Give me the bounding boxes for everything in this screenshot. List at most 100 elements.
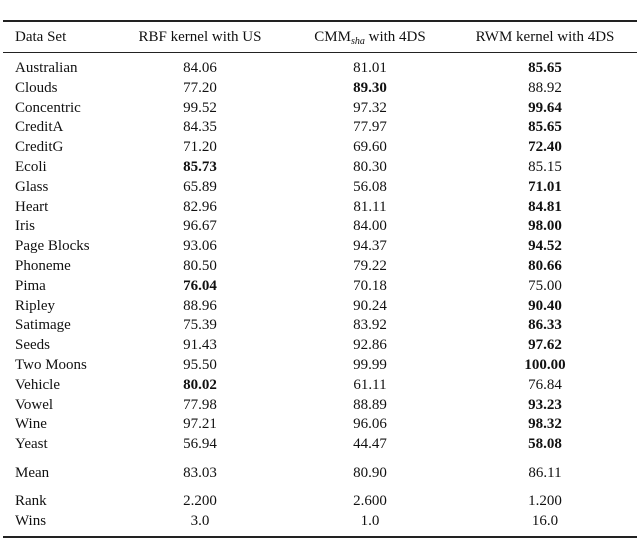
- value-cell: 84.06: [183, 60, 217, 76]
- value-cell: 77.97: [353, 119, 387, 136]
- summary-value: 80.90: [353, 465, 387, 481]
- value-cell: 97.21: [183, 416, 217, 433]
- summary-value: 1.0: [360, 513, 380, 529]
- row-label: Page Blocks: [15, 238, 90, 255]
- header-cell: Data Set: [15, 29, 67, 45]
- value-cell: 89.30: [353, 79, 387, 96]
- value-cell: 88.89: [353, 396, 387, 413]
- value-cell: 80.02: [183, 376, 217, 393]
- value-cell: 79.22: [353, 258, 387, 274]
- value-cell: 76.04: [183, 277, 217, 294]
- row-label: Pima: [15, 277, 46, 294]
- value-cell: 44.47: [353, 436, 387, 453]
- value-cell: 91.43: [183, 337, 217, 354]
- row-label: Ripley: [15, 297, 55, 314]
- row-label: Vehicle: [15, 376, 60, 393]
- value-cell: 95.50: [183, 357, 217, 373]
- value-cell: 80.66: [528, 258, 562, 274]
- value-cell: 88.92: [528, 79, 562, 96]
- value-cell: 75.00: [528, 277, 562, 294]
- value-cell: 71.20: [183, 139, 217, 156]
- value-cell: 84.35: [183, 119, 217, 136]
- value-cell: 85.65: [528, 60, 562, 76]
- header-text: CMM: [314, 29, 351, 45]
- top-rule: [3, 20, 637, 22]
- summary-value: 16.0: [531, 513, 559, 529]
- summary-value: 1.200: [528, 493, 562, 509]
- summary-value: 83.03: [183, 465, 217, 481]
- summary-value: 2.600: [353, 493, 387, 509]
- summary-label: Wins: [15, 513, 47, 529]
- summary-value: 3.0: [190, 513, 210, 529]
- value-cell: 75.39: [183, 317, 217, 334]
- row-label: Vowel: [15, 396, 54, 413]
- value-cell: 100.00: [524, 357, 566, 373]
- row-label: Wine: [15, 416, 47, 433]
- value-cell: 77.20: [183, 79, 217, 96]
- header-cell: RBF kernel with US: [138, 29, 262, 45]
- header-cell: RWM kernel with 4DS: [475, 29, 615, 45]
- value-cell: 70.18: [353, 277, 387, 294]
- value-cell: 82.96: [183, 198, 217, 215]
- value-cell: 56.08: [353, 178, 387, 195]
- value-cell: 72.40: [528, 139, 562, 156]
- row-label: Heart: [15, 198, 49, 215]
- row-label: Concentric: [15, 99, 81, 116]
- value-cell: 90.40: [528, 297, 562, 314]
- value-cell: 85.15: [528, 159, 562, 175]
- row-label: CreditG: [15, 139, 64, 156]
- value-cell: 80.50: [183, 258, 217, 274]
- value-cell: 93.23: [528, 396, 562, 413]
- row-label: Two Moons: [15, 357, 87, 373]
- value-cell: 93.06: [183, 238, 217, 255]
- value-cell: 85.73: [183, 159, 217, 175]
- row-label: Yeast: [15, 436, 48, 453]
- header-rule: [3, 52, 637, 53]
- row-label: Australian: [15, 60, 78, 76]
- summary-label: Mean: [15, 465, 50, 481]
- value-cell: 76.84: [528, 376, 562, 393]
- header-subscript: sha: [350, 36, 365, 47]
- summary-value: 86.11: [528, 465, 562, 481]
- value-cell: 71.01: [528, 178, 562, 195]
- value-cell: 80.30: [353, 159, 387, 175]
- value-cell: 94.52: [528, 238, 562, 255]
- value-cell: 56.94: [183, 436, 217, 453]
- value-cell: 69.60: [353, 139, 387, 156]
- value-cell: 61.11: [353, 376, 387, 393]
- value-cell: 85.65: [528, 119, 562, 136]
- value-cell: 96.06: [353, 416, 387, 433]
- summary-value: 2.200: [183, 493, 217, 509]
- summary-label: Rank: [15, 493, 47, 509]
- value-cell: 88.96: [183, 297, 217, 314]
- value-cell: 96.67: [183, 218, 217, 235]
- value-cell: 84.81: [528, 198, 562, 215]
- value-cell: 86.33: [528, 317, 562, 334]
- value-cell: 97.32: [353, 99, 387, 116]
- value-cell: 81.01: [353, 60, 387, 76]
- row-label: CreditA: [15, 119, 64, 136]
- value-cell: 98.00: [528, 218, 562, 235]
- value-cell: 92.86: [353, 337, 387, 354]
- value-cell: 90.24: [353, 297, 387, 314]
- row-label: Glass: [15, 178, 49, 195]
- value-cell: 99.99: [353, 357, 387, 373]
- value-cell: 99.64: [528, 99, 562, 116]
- row-label: Clouds: [15, 79, 58, 96]
- row-label: Phoneme: [15, 258, 71, 274]
- value-cell: 65.89: [183, 178, 217, 195]
- value-cell: 83.92: [353, 317, 387, 334]
- value-cell: 81.11: [353, 198, 387, 215]
- bottom-rule: [3, 536, 637, 538]
- row-label: Ecoli: [15, 159, 47, 175]
- row-label: Iris: [15, 218, 35, 235]
- value-cell: 58.08: [528, 436, 562, 453]
- row-label: Satimage: [15, 317, 71, 334]
- value-cell: 94.37: [353, 238, 387, 255]
- header-cell: CMMsha with 4DS: [314, 28, 425, 51]
- value-cell: 84.00: [353, 218, 387, 235]
- value-cell: 97.62: [528, 337, 562, 354]
- row-label: Seeds: [15, 337, 50, 354]
- value-cell: 98.32: [528, 416, 562, 433]
